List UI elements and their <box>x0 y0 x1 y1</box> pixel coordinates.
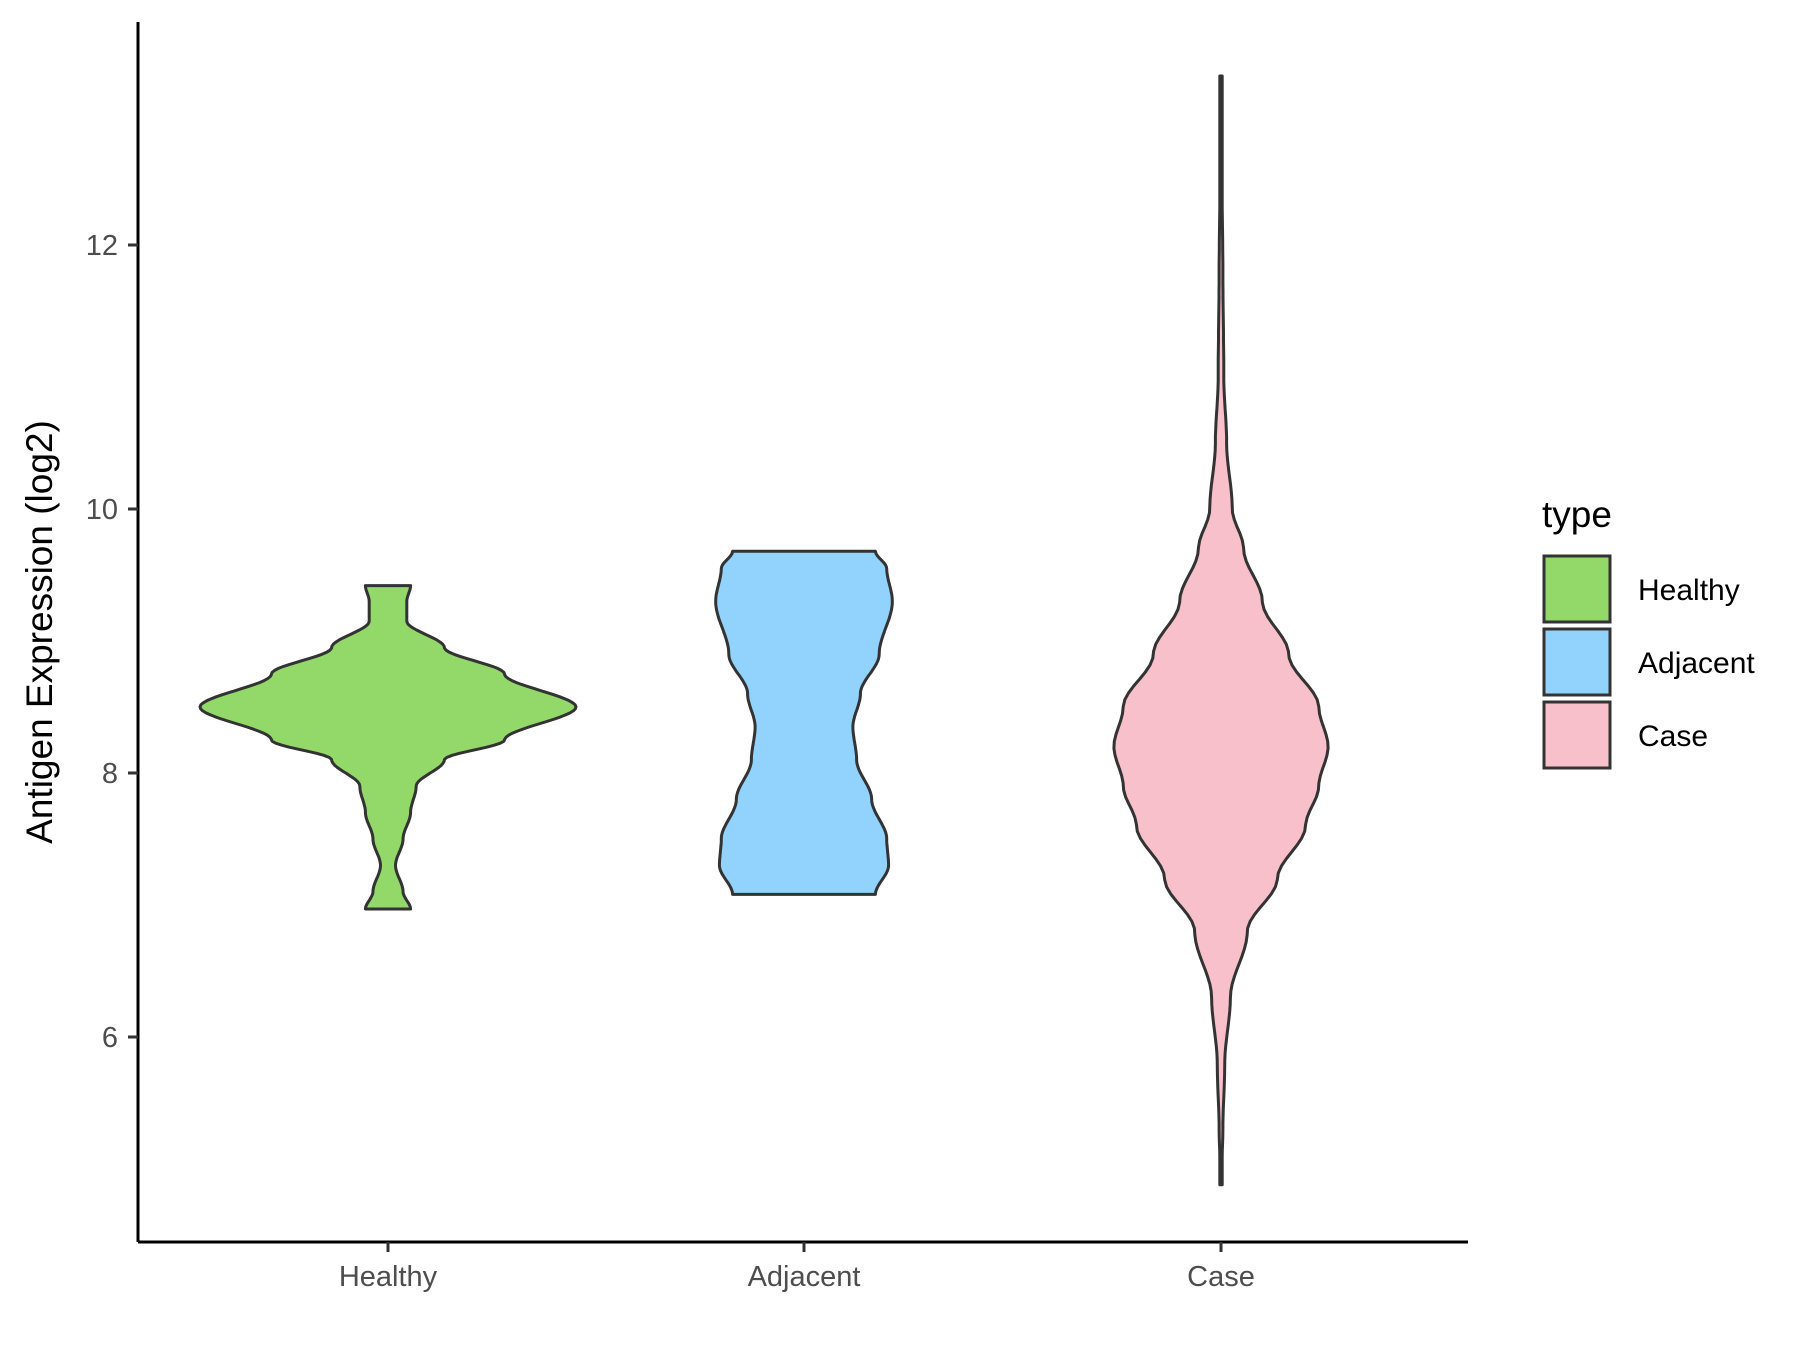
violin-adjacent <box>714 549 894 896</box>
x-tick-label: Healthy <box>339 1261 438 1293</box>
x-tick-label: Adjacent <box>748 1261 861 1293</box>
legend-key-case <box>1542 700 1612 770</box>
legend-label-adjacent: Adjacent <box>1638 647 1755 680</box>
legend-label-case: Case <box>1638 720 1708 753</box>
violin-case <box>1112 74 1330 1187</box>
legend: type Healthy Adjacent Case <box>1542 494 1755 770</box>
axes: 6 8 10 12 Healthy Adjacent Case <box>86 22 1468 1293</box>
plot-area <box>198 74 1330 1187</box>
y-tick-label: 10 <box>86 494 118 526</box>
violin-healthy <box>198 584 578 911</box>
y-axis-title: Antigen Expression (log2) <box>19 420 60 844</box>
legend-title: type <box>1542 494 1612 535</box>
legend-key-adjacent <box>1542 627 1612 697</box>
y-tick-label: 12 <box>86 230 118 262</box>
x-tick-label: Case <box>1187 1261 1255 1293</box>
legend-label-healthy: Healthy <box>1638 574 1740 607</box>
legend-key-healthy <box>1542 554 1612 624</box>
y-tick-label: 8 <box>102 758 118 790</box>
y-tick-label: 6 <box>102 1022 118 1054</box>
